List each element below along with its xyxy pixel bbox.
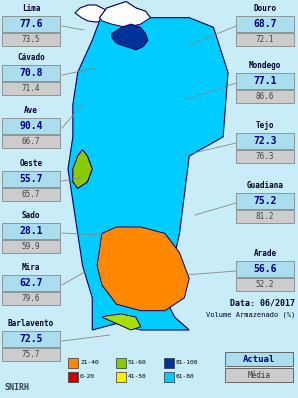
Polygon shape [73, 150, 92, 188]
Bar [2, 65, 60, 81]
Bar [116, 358, 126, 368]
Text: 68.7: 68.7 [253, 19, 277, 29]
Text: Barlavento: Barlavento [8, 319, 54, 328]
Bar [236, 150, 294, 163]
Bar [236, 261, 294, 277]
Polygon shape [100, 2, 150, 27]
Bar [2, 275, 60, 291]
Bar [225, 352, 293, 366]
Bar [236, 193, 294, 209]
Text: 70.8: 70.8 [19, 68, 43, 78]
Bar [2, 331, 60, 347]
Text: 79.6: 79.6 [22, 294, 40, 303]
Text: 77.6: 77.6 [19, 19, 43, 29]
Text: 66.7: 66.7 [22, 137, 40, 146]
Text: 77.1: 77.1 [253, 76, 277, 86]
Text: Oeste: Oeste [19, 159, 43, 168]
Text: 72.3: 72.3 [253, 136, 277, 146]
Bar [2, 33, 60, 46]
Bar [164, 372, 174, 382]
Text: SNIRH: SNIRH [4, 383, 29, 392]
Bar [116, 372, 126, 382]
Polygon shape [112, 24, 148, 50]
Text: 86.6: 86.6 [256, 92, 274, 101]
Text: 28.1: 28.1 [19, 226, 43, 236]
Text: 59.9: 59.9 [22, 242, 40, 251]
Text: 81-100: 81-100 [176, 361, 198, 365]
Text: 73.5: 73.5 [22, 35, 40, 44]
Bar [2, 223, 60, 239]
Bar [236, 73, 294, 89]
Text: 90.4: 90.4 [19, 121, 43, 131]
Polygon shape [102, 314, 141, 330]
Text: 52.2: 52.2 [256, 280, 274, 289]
Text: Média: Média [247, 371, 271, 380]
Text: 51-60: 51-60 [128, 361, 147, 365]
Bar [236, 278, 294, 291]
Bar [2, 171, 60, 187]
Text: Mondego: Mondego [249, 61, 281, 70]
Text: Arade: Arade [253, 249, 277, 258]
Text: 0-20: 0-20 [80, 375, 95, 380]
Text: Douro: Douro [253, 4, 277, 13]
Text: 65.7: 65.7 [22, 190, 40, 199]
Text: 75.2: 75.2 [253, 196, 277, 206]
Bar [2, 118, 60, 134]
Bar [2, 348, 60, 361]
Bar [2, 135, 60, 148]
Polygon shape [73, 150, 92, 188]
Bar [2, 292, 60, 305]
Bar [236, 210, 294, 223]
Text: Data: 06/2017: Data: 06/2017 [230, 298, 295, 307]
Text: Actual: Actual [243, 355, 275, 363]
Bar [236, 90, 294, 103]
Text: 81.2: 81.2 [256, 212, 274, 221]
Bar [225, 368, 293, 382]
Text: Cávado: Cávado [17, 53, 45, 62]
Polygon shape [97, 227, 189, 311]
Bar [236, 133, 294, 149]
Bar [2, 240, 60, 253]
Polygon shape [75, 5, 112, 22]
Text: 55.7: 55.7 [19, 174, 43, 184]
Text: 76.3: 76.3 [256, 152, 274, 161]
Polygon shape [112, 24, 148, 50]
Text: Lima: Lima [22, 4, 40, 13]
Bar [236, 33, 294, 46]
Text: Sado: Sado [22, 211, 40, 220]
Bar [2, 188, 60, 201]
Text: 41-50: 41-50 [128, 375, 147, 380]
Bar [2, 16, 60, 32]
Text: Volume Armazenado (%): Volume Armazenado (%) [206, 312, 295, 318]
Text: Tejo: Tejo [256, 121, 274, 130]
Bar [2, 82, 60, 95]
Text: 75.7: 75.7 [22, 350, 40, 359]
Bar [164, 358, 174, 368]
Text: 71.4: 71.4 [22, 84, 40, 93]
Text: 72.5: 72.5 [19, 334, 43, 344]
Polygon shape [100, 2, 150, 27]
Text: Mira: Mira [22, 263, 40, 272]
Text: 56.6: 56.6 [253, 264, 277, 274]
Text: 61-80: 61-80 [176, 375, 195, 380]
Text: Guadiana: Guadiana [246, 181, 283, 190]
Text: 21-40: 21-40 [80, 361, 99, 365]
Text: 72.1: 72.1 [256, 35, 274, 44]
Text: Ave: Ave [24, 106, 38, 115]
Bar [68, 372, 78, 382]
Bar [236, 16, 294, 32]
Polygon shape [68, 5, 228, 330]
Text: 62.7: 62.7 [19, 278, 43, 288]
Bar [68, 358, 78, 368]
